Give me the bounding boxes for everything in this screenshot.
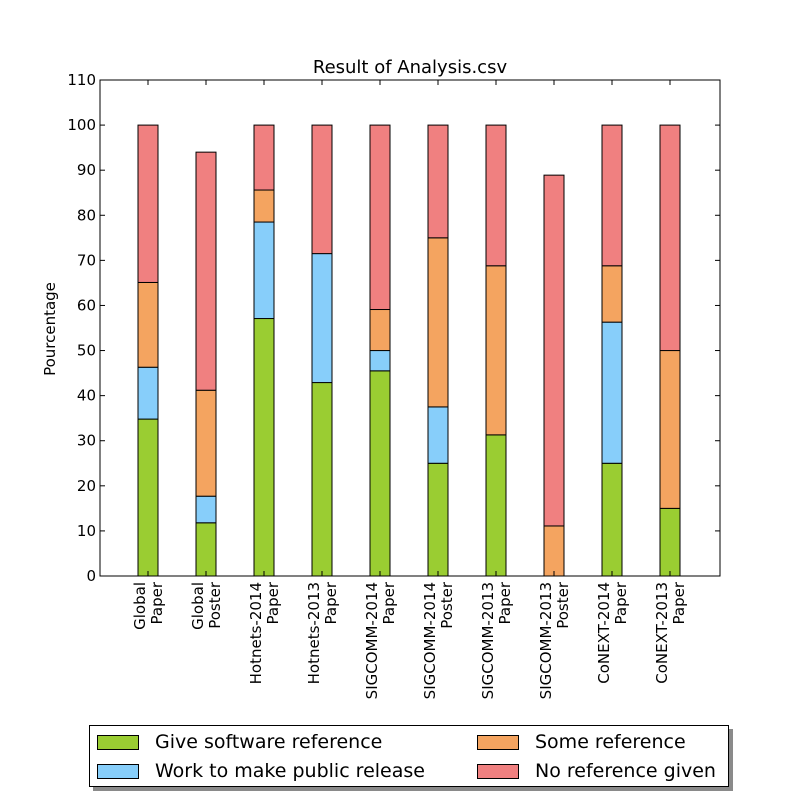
y-tick-label: 40 — [77, 387, 96, 405]
legend-swatch — [97, 763, 139, 779]
bar-segment — [195, 151, 217, 391]
bar-segment — [601, 124, 623, 267]
bar-segment — [659, 124, 681, 352]
bar-segment — [659, 350, 681, 509]
x-tick-label-line: Paper — [670, 581, 688, 624]
legend-label: Give software reference — [155, 731, 383, 753]
bar-segment — [137, 124, 159, 283]
bar-segment — [253, 221, 275, 320]
bar-segment — [195, 522, 217, 577]
x-tick-label-line: Paper — [148, 581, 166, 624]
bar-segment — [601, 462, 623, 577]
bar-segment — [427, 462, 449, 577]
bar-segment — [369, 309, 391, 352]
bar-segment — [543, 174, 565, 527]
bar-segment — [427, 406, 449, 464]
bar-segment — [485, 434, 507, 577]
bar-segment — [311, 124, 333, 255]
x-tick-label-line: Poster — [438, 581, 456, 629]
y-tick-label: 0 — [86, 567, 96, 585]
y-tick-label: 20 — [77, 477, 96, 495]
x-tick-label-line: Paper — [322, 581, 340, 624]
legend-item-some-reference: Some reference — [477, 731, 686, 753]
x-tick-label-line: CoNEXT-2013 — [653, 582, 671, 684]
bar-segment — [543, 525, 565, 577]
x-tick-label: Global Paper — [131, 581, 166, 630]
x-tick-label-line: Global — [189, 582, 207, 630]
bar-segment — [195, 389, 217, 497]
x-tick-label-line: Poster — [554, 581, 572, 629]
x-tick-label: Global Poster — [189, 581, 224, 630]
x-tick-label-line: SIGCOMM-2014 — [363, 582, 381, 699]
plot-frame — [99, 79, 721, 577]
x-tick-label: SIGCOMM-2013 Paper — [479, 581, 514, 699]
bar-segment — [195, 495, 217, 524]
bar-segment — [485, 265, 507, 436]
x-tick-label-line: Paper — [264, 581, 282, 624]
bar-segment — [601, 265, 623, 323]
bar-segment — [369, 350, 391, 372]
y-tick-label: 50 — [77, 342, 96, 360]
bar-segment — [137, 366, 159, 420]
y-ticks-group: 0 10 20 30 40 50 60 70 80 90 100 110 — [67, 71, 720, 585]
x-tick-label: CoNEXT-2014 Paper — [595, 581, 630, 684]
x-tick-label: CoNEXT-2013 Paper — [653, 581, 688, 684]
legend-item-give-software-reference: Give software reference — [97, 731, 382, 753]
chart-title: Result of Analysis.csv — [313, 57, 508, 78]
y-tick-label: 60 — [77, 296, 96, 314]
bar-segment — [485, 124, 507, 267]
bar-segment — [253, 124, 275, 191]
bar-segment — [137, 281, 159, 368]
legend-swatch — [477, 763, 519, 779]
legend-item-no-reference-given: No reference given — [477, 760, 716, 782]
legend-swatch — [97, 734, 139, 750]
x-ticks-group: Global Paper Global Poster Hotnets-2014 Paper… — [131, 80, 688, 699]
bar-segment — [137, 418, 159, 577]
x-tick-label-line: Global — [131, 582, 149, 630]
bar-segment — [427, 124, 449, 239]
y-tick-label: 30 — [77, 432, 96, 450]
bar-segment — [253, 318, 275, 577]
bar-segment — [427, 237, 449, 408]
x-tick-label: SIGCOMM-2013 Poster — [537, 581, 572, 699]
y-tick-label: 10 — [77, 522, 96, 540]
y-tick-label: 70 — [77, 251, 96, 269]
bar-segment — [311, 253, 333, 384]
legend-label: Work to make public release — [155, 760, 425, 782]
x-tick-label-line: SIGCOMM-2014 — [421, 582, 439, 699]
y-tick-label: 80 — [77, 206, 96, 224]
y-axis-label: Pourcentage — [41, 282, 59, 376]
x-tick-label-line: Hotnets-2013 — [305, 582, 323, 684]
legend: Give software reference Work to make pub… — [89, 725, 729, 787]
bar-segment — [369, 370, 391, 577]
x-tick-label-line: Paper — [496, 581, 514, 624]
legend-swatch — [477, 734, 519, 750]
x-tick-label-line: Poster — [206, 581, 224, 629]
legend-label: No reference given — [535, 760, 716, 782]
legend-item-work-to-make-public-release: Work to make public release — [97, 760, 425, 782]
y-tick-label: 90 — [77, 161, 96, 179]
y-tick-label: 100 — [67, 116, 96, 134]
bar-segment — [659, 507, 681, 577]
bars-group — [137, 124, 681, 577]
x-tick-label: Hotnets-2014 Paper — [247, 581, 282, 684]
bar-segment — [601, 321, 623, 464]
x-tick-label: Hotnets-2013 Paper — [305, 581, 340, 684]
bar-segment — [311, 382, 333, 577]
bar-segment — [369, 124, 391, 311]
y-tick-label: 110 — [67, 71, 96, 89]
bar-segment — [253, 189, 275, 223]
x-tick-label-line: Paper — [380, 581, 398, 624]
x-tick-label-line: Hotnets-2014 — [247, 582, 265, 684]
x-tick-label: SIGCOMM-2014 Poster — [421, 581, 456, 699]
legend-label: Some reference — [535, 731, 686, 753]
x-tick-label: SIGCOMM-2014 Paper — [363, 581, 398, 699]
x-tick-label-line: SIGCOMM-2013 — [537, 582, 555, 699]
x-tick-label-line: CoNEXT-2014 — [595, 582, 613, 684]
x-tick-label-line: Paper — [612, 581, 630, 624]
x-tick-label-line: SIGCOMM-2013 — [479, 582, 497, 699]
